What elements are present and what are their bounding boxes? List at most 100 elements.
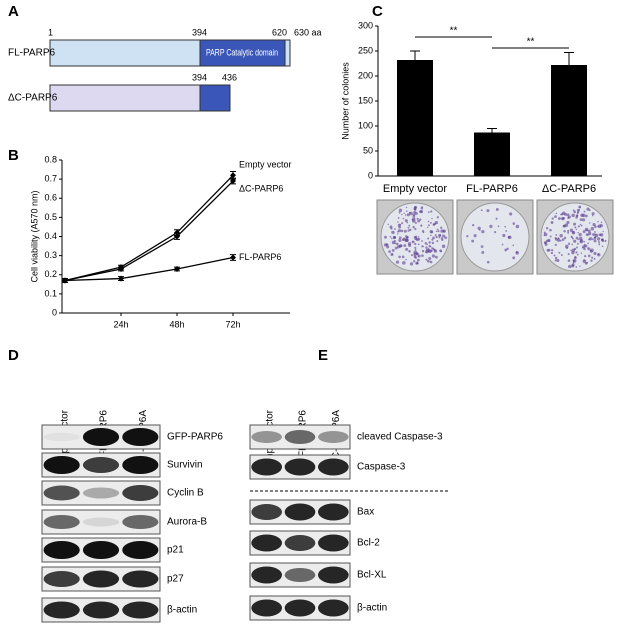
colony [436,240,439,243]
colony [396,242,399,246]
colony [396,245,401,249]
colony [580,252,583,254]
colony [403,229,407,233]
colony [545,227,549,230]
row-label: Bcl-2 [357,538,380,549]
colony [440,229,444,233]
colony [577,225,580,228]
series-line [64,256,234,282]
band [122,515,159,529]
panel-label: D [8,347,19,364]
colony [428,257,432,260]
point [174,233,180,240]
colony [584,254,587,258]
colony [550,221,554,224]
colony [420,224,423,227]
colony [430,210,433,213]
colony [436,216,439,219]
colony [589,237,593,241]
colony [575,246,578,249]
colony [405,247,409,251]
colony [588,222,591,224]
colony [554,237,557,240]
colony [501,243,504,246]
bar [474,132,510,176]
x-tick-label: 48h [169,319,184,329]
colony [598,241,600,244]
colony [391,248,395,252]
plate-images [376,199,614,275]
colony [574,256,577,259]
colony [433,249,438,253]
colony [604,239,607,243]
colony [436,228,439,231]
colony [417,219,421,223]
colony [395,260,400,264]
colony [566,220,570,224]
construct-label: FL-PARP6 [8,48,55,59]
colony [427,211,430,213]
colony [386,243,388,245]
colony [595,233,597,236]
row-label: Bax [357,507,374,518]
row-label: GFP-PARP6 [167,432,223,443]
colony [575,266,578,268]
colony [550,251,554,255]
panel-label: C [372,3,383,20]
row-label: β-actin [167,605,197,616]
row-label: cleaved Caspase-3 [357,432,443,443]
colony [547,238,551,242]
colony [401,222,404,225]
colony [406,221,409,224]
colony [414,242,417,246]
colony [572,259,575,262]
colony [399,223,402,226]
colony [602,230,604,233]
colony [600,221,603,224]
colony [412,260,416,263]
colony [481,229,485,234]
colony [435,230,438,233]
colony [578,233,582,237]
point [230,178,236,185]
colony [579,223,582,226]
colony [551,217,554,220]
colony [509,212,513,216]
colony [594,231,596,233]
band [284,430,316,444]
colony [438,236,441,239]
row-label: Aurora-B [167,517,207,528]
colony [434,220,439,225]
colony [512,256,516,260]
colony [421,206,424,208]
colony [414,248,417,251]
colony [430,249,433,252]
colony [543,234,545,236]
colony [592,233,596,237]
colony [401,255,405,259]
colony [429,246,432,248]
colony [579,239,584,243]
colony [404,214,407,216]
colony [429,229,433,234]
colony [567,253,570,256]
colony [429,221,432,224]
colony [567,216,570,220]
colony [581,218,586,222]
colony [432,248,434,250]
position-label: 436 [222,72,237,82]
colony [551,249,554,252]
colony [597,224,602,228]
point [230,254,236,261]
colony [574,226,577,229]
colony [579,206,581,209]
band [122,601,159,619]
y-tick-label: 0.4 [44,231,57,241]
colony [567,242,571,245]
colony [442,230,445,233]
colony [405,210,408,212]
colony [599,233,604,237]
colony [594,236,597,239]
band [251,566,282,584]
colony [421,245,424,248]
